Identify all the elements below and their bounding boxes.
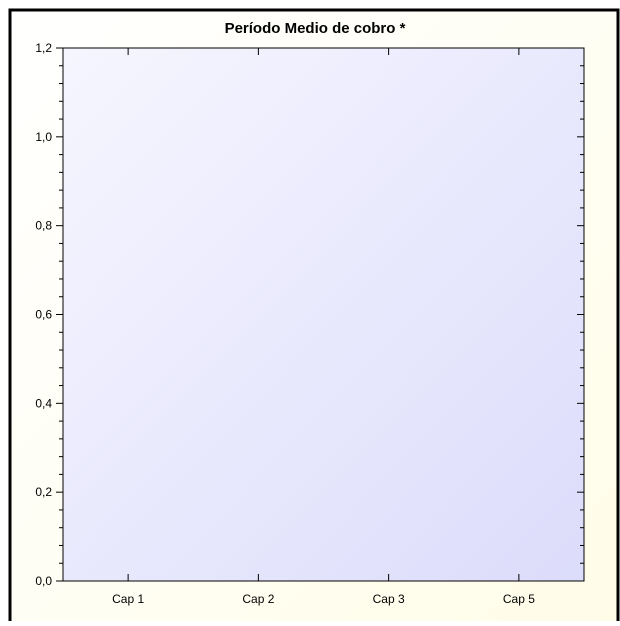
y-tick-label: 1,2	[35, 41, 52, 55]
y-tick-label: 0,2	[35, 485, 52, 499]
x-tick-label: Cap 1	[112, 592, 144, 606]
x-tick-label: Cap 2	[242, 592, 274, 606]
y-tick-label: 0,6	[35, 308, 52, 322]
y-tick-label: 0,0	[35, 574, 52, 588]
ticks-layer: 0,0 0,2 0,4 0,6 0,8 1,0 1,2 Cap 1 Cap 2 Cap 3 Cap …	[35, 41, 584, 606]
plot-area	[62, 47, 585, 582]
x-tick-label: Cap 5	[503, 592, 535, 606]
y-tick-label: 1,0	[35, 130, 52, 144]
y-tick-label: 0,8	[35, 219, 52, 233]
x-tick-label: Cap 3	[373, 592, 405, 606]
y-tick-label: 0,4	[35, 396, 52, 410]
chart-title: Período Medio de cobro *	[224, 20, 406, 37]
